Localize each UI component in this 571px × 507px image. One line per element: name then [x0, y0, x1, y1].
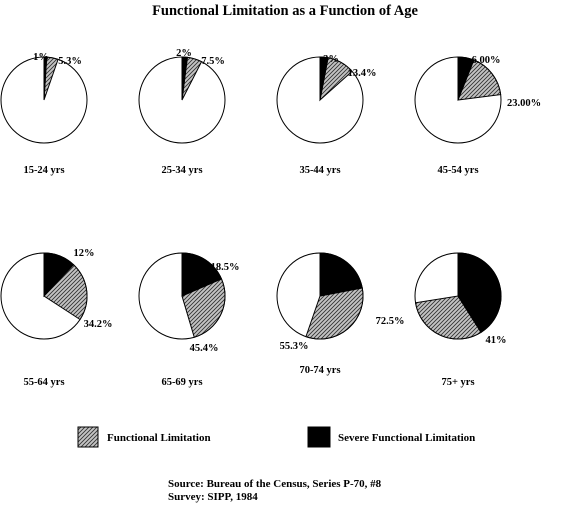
data-label-severe: 12%: [74, 248, 95, 259]
pie-slice-functional: [305, 287, 364, 340]
pie-age-label: 45-54 yrs: [437, 165, 478, 176]
pies-group: 1% 5.3% 15-24 yrs 2% 7.5% 25-34 yrs 3% 13.4% 35-…: [0, 48, 541, 388]
data-label-functional: 13.4%: [348, 68, 377, 79]
data-label-severe: 2%: [176, 48, 192, 59]
data-label-functional: 72.5%: [376, 316, 405, 327]
pie-slice-functional: [181, 278, 226, 338]
source-line-1: Source: Bureau of the Census, Series P-7…: [168, 478, 382, 490]
pie-slice-severe: [181, 56, 188, 101]
pie-slice-functional: [457, 59, 502, 101]
pie-age-label: 75+ yrs: [441, 377, 474, 388]
data-label-functional: 55.3%: [280, 341, 309, 352]
pie-slice-severe: [43, 56, 48, 101]
data-label-severe: 6.00%: [472, 55, 501, 66]
chart-title: Functional Limitation as a Function of A…: [152, 3, 418, 19]
pie-slice-severe: [43, 252, 75, 298]
pie-age-label: 35-44 yrs: [299, 165, 340, 176]
pie-slice-severe: [457, 56, 475, 101]
pie-slice-functional: [43, 263, 88, 321]
pie-age-label: 25-34 yrs: [161, 165, 202, 176]
legend-label-functional: Functional Limitation: [107, 432, 211, 444]
source-line-2: Survey: SIPP, 1984: [168, 491, 258, 503]
pie-slice-severe: [181, 252, 223, 297]
data-label-severe: 1%: [33, 52, 49, 63]
legend-label-severe: Severe Functional Limitation: [338, 432, 475, 444]
legend-swatch-functional: [77, 426, 99, 448]
pie-age-label: 65-69 yrs: [161, 377, 202, 388]
data-label-functional: 45.4%: [190, 343, 219, 354]
legend-swatch-severe: [307, 426, 331, 448]
pie-slice-severe: [319, 252, 363, 297]
data-label-severe: 3%: [323, 54, 339, 65]
data-label-functional: 34.2%: [84, 319, 113, 330]
pie-age-label: 15-24 yrs: [23, 165, 64, 176]
legend: Functional Limitation Severe Functional …: [77, 426, 475, 448]
pie-slice-severe: [457, 252, 502, 334]
pie-age-label: 70-74 yrs: [299, 365, 340, 376]
data-label-functional: 23.00%: [507, 98, 541, 109]
data-label-functional: 5.3%: [58, 56, 82, 67]
data-label-severe: 22%: [336, 276, 357, 287]
data-label-severe: 41%: [486, 335, 507, 346]
data-label-functional: 7.5%: [201, 56, 225, 67]
source-note: Source: Bureau of the Census, Series P-7…: [168, 478, 381, 504]
pie-age-label: 55-64 yrs: [23, 377, 64, 388]
data-label-severe: 18.5%: [211, 262, 240, 273]
pie-slice-severe: [319, 56, 329, 101]
